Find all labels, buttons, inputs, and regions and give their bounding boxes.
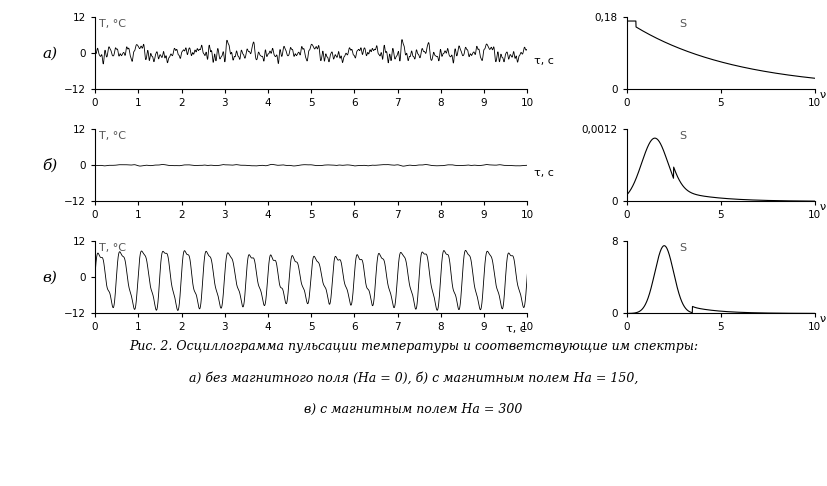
Text: T, °C: T, °C [99, 243, 127, 253]
Text: S: S [679, 243, 686, 253]
Text: ν, Гц: ν, Гц [820, 313, 827, 324]
Text: ν, Гц: ν, Гц [820, 89, 827, 99]
Text: τ, с: τ, с [534, 168, 554, 178]
Text: τ, с: τ, с [506, 324, 526, 334]
Text: Рис. 2. Осциллограмма пульсации температуры и соответствующие им спектры:: Рис. 2. Осциллограмма пульсации температ… [129, 340, 698, 353]
Text: б): б) [42, 158, 57, 173]
Text: а) без магнитного поля (Ha = 0), б) с магнитным полем Ha = 150,: а) без магнитного поля (Ha = 0), б) с ма… [189, 372, 638, 385]
Text: в): в) [42, 270, 57, 284]
Text: τ, с: τ, с [534, 56, 554, 66]
Text: S: S [679, 19, 686, 29]
Text: T, °C: T, °C [99, 131, 127, 141]
Text: ν, Гц: ν, Гц [820, 202, 827, 211]
Text: а): а) [42, 46, 57, 60]
Text: T, °C: T, °C [99, 19, 127, 29]
Text: S: S [679, 131, 686, 141]
Text: в) с магнитным полем Ha = 300: в) с магнитным полем Ha = 300 [304, 403, 523, 417]
